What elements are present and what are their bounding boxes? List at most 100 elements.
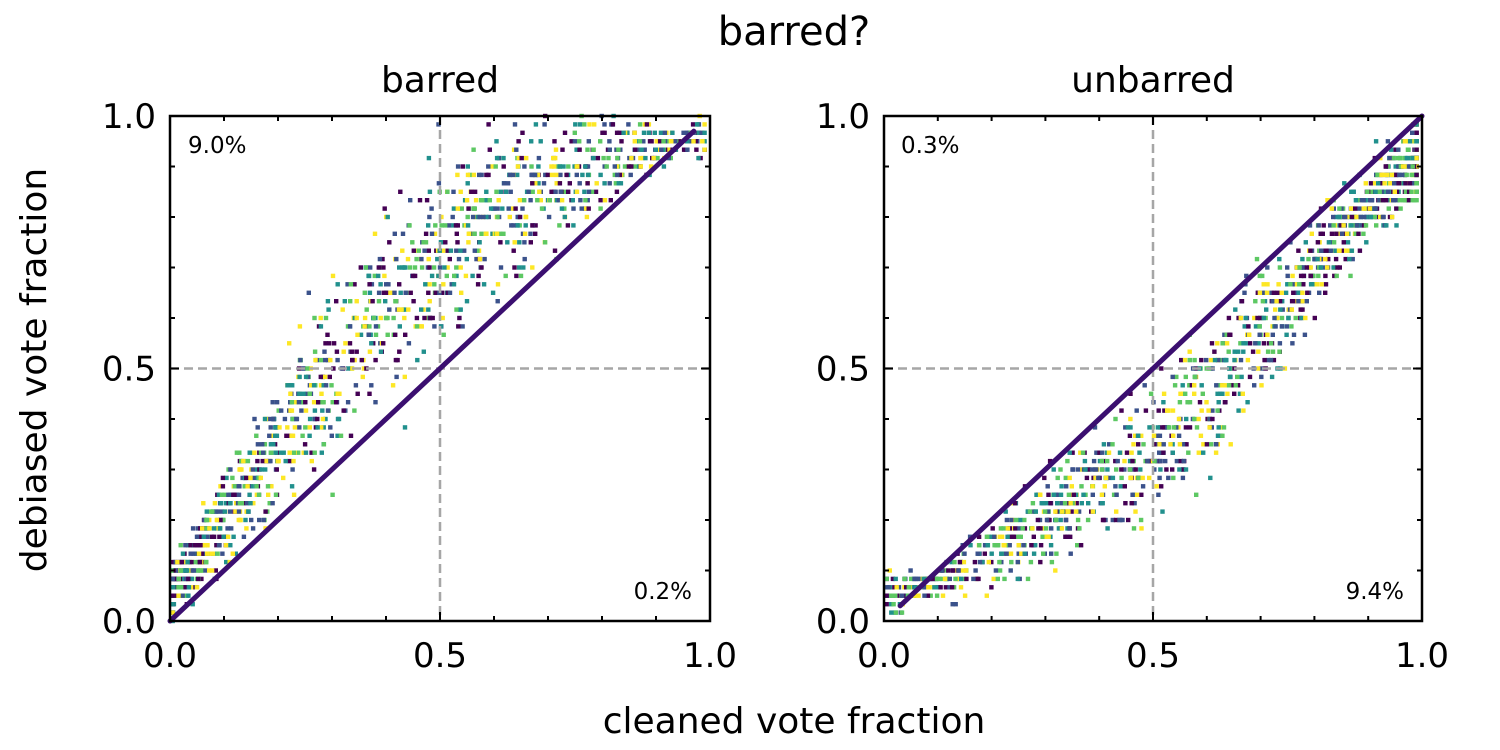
scatter-point bbox=[1386, 206, 1391, 211]
scatter-point bbox=[535, 198, 540, 203]
scatter-point bbox=[1314, 282, 1320, 287]
panel-title-barred: barred bbox=[381, 60, 499, 101]
scatter-point bbox=[1235, 374, 1240, 380]
scatter-point bbox=[268, 450, 273, 455]
scatter-point bbox=[1270, 349, 1276, 354]
scatter-point bbox=[458, 307, 463, 312]
scatter-point bbox=[1030, 501, 1036, 506]
scatter-point bbox=[1293, 315, 1298, 321]
scatter-point bbox=[312, 450, 317, 455]
scatter-point bbox=[1236, 349, 1241, 354]
scatter-point bbox=[592, 122, 597, 127]
scatter-point bbox=[522, 240, 527, 245]
scatter-point bbox=[1253, 299, 1258, 304]
scatter-point bbox=[283, 458, 288, 464]
scatter-point bbox=[528, 198, 533, 203]
figure-suptitle: barred? bbox=[718, 9, 870, 55]
scatter-point bbox=[220, 484, 226, 489]
scatter-point bbox=[173, 568, 178, 573]
scatter-point bbox=[517, 198, 523, 203]
scatter-point bbox=[1139, 433, 1144, 438]
scatter-point bbox=[536, 155, 542, 161]
scatter-point bbox=[1218, 357, 1223, 363]
scatter-point bbox=[628, 172, 633, 178]
scatter-point bbox=[884, 576, 889, 582]
scatter-point bbox=[554, 172, 559, 178]
scatter-point bbox=[1158, 458, 1163, 464]
scatter-point bbox=[1065, 534, 1070, 539]
scatter-point bbox=[989, 559, 994, 565]
scatter-point bbox=[1143, 408, 1149, 413]
scatter-point bbox=[1279, 290, 1284, 295]
scatter-point bbox=[953, 576, 958, 582]
scatter-point bbox=[662, 130, 668, 135]
scatter-point bbox=[463, 273, 469, 279]
scatter-point bbox=[1008, 551, 1014, 556]
scatter-point bbox=[1044, 517, 1050, 523]
scatter-point bbox=[638, 155, 643, 161]
scatter-point bbox=[188, 543, 193, 548]
scatter-point bbox=[889, 610, 894, 615]
scatter-point bbox=[271, 416, 276, 422]
scatter-point bbox=[198, 543, 203, 548]
scatter-point bbox=[1397, 198, 1402, 203]
scatter-point bbox=[533, 122, 539, 127]
scatter-point bbox=[1043, 526, 1049, 531]
scatter-point bbox=[1159, 366, 1164, 371]
identity-line-barred bbox=[167, 128, 697, 624]
scatter-point bbox=[1303, 315, 1308, 321]
panel-title-unbarred: unbarred bbox=[1071, 60, 1235, 101]
scatter-point bbox=[319, 425, 324, 430]
scatter-point bbox=[542, 122, 547, 127]
scatter-point bbox=[216, 543, 222, 548]
scatter-point bbox=[1002, 576, 1007, 582]
scatter-point bbox=[549, 164, 554, 169]
scatter-point bbox=[1290, 282, 1295, 287]
scatter-point bbox=[429, 273, 435, 279]
scatter-point bbox=[443, 240, 448, 245]
scatter-point bbox=[1001, 526, 1006, 531]
scatter-point bbox=[278, 450, 284, 455]
scatter-point bbox=[884, 585, 889, 590]
scatter-point bbox=[541, 181, 547, 186]
scatter-point bbox=[1387, 155, 1392, 161]
scatter-point bbox=[205, 551, 210, 556]
scatter-point bbox=[644, 122, 650, 127]
scatter-point bbox=[419, 256, 424, 262]
scatter-point bbox=[1380, 214, 1386, 220]
scatter-point bbox=[367, 290, 373, 295]
scatter-point bbox=[400, 248, 405, 253]
scatter-point bbox=[495, 299, 500, 304]
scatter-point bbox=[1107, 442, 1112, 447]
scatter-point bbox=[471, 172, 477, 178]
scatter-point bbox=[1304, 265, 1310, 270]
scatter-point bbox=[1410, 130, 1415, 135]
scatter-point bbox=[696, 155, 701, 161]
scatter-point bbox=[419, 307, 424, 312]
scatter-point bbox=[330, 492, 335, 497]
scatter-point bbox=[700, 139, 705, 144]
scatter-point bbox=[1099, 492, 1105, 497]
scatter-point bbox=[1256, 349, 1261, 354]
scatter-point bbox=[1051, 492, 1057, 497]
scatter-point bbox=[408, 290, 413, 295]
scatter-point bbox=[1063, 475, 1068, 481]
scatter-point bbox=[702, 130, 707, 135]
scatter-point bbox=[183, 543, 188, 548]
scatter-point bbox=[968, 543, 973, 548]
scatter-point bbox=[887, 568, 892, 573]
scatter-point bbox=[479, 265, 484, 270]
scatter-point bbox=[582, 189, 587, 194]
scatter-point bbox=[1030, 526, 1035, 531]
scatter-point bbox=[946, 568, 951, 573]
scatter-point bbox=[598, 139, 603, 144]
scatter-point bbox=[1319, 282, 1324, 287]
scatter-point bbox=[1091, 458, 1097, 464]
scatter-point bbox=[299, 408, 304, 413]
scatter-point bbox=[1008, 568, 1013, 573]
scatter-point bbox=[300, 433, 305, 438]
scatter-point bbox=[562, 214, 567, 220]
scatter-point bbox=[210, 509, 215, 514]
scatter-point bbox=[1244, 273, 1249, 279]
scatter-point bbox=[1391, 155, 1396, 161]
